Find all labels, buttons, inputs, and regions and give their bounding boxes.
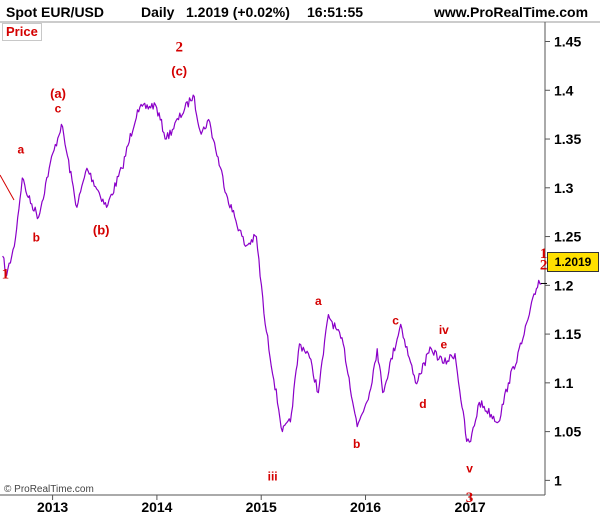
chart-frame [0,21,600,496]
wave-label: c [392,313,399,327]
wave-label: a [315,294,322,308]
last-quote: 1.2019 (+0.02%) [186,4,290,20]
panel-label: Price [2,23,42,41]
wave-label: e [440,338,447,352]
wave-label: 2 [175,39,183,55]
wave-label: 2 [540,258,548,274]
axes: 1.45 1.4 1.35 1.3 1.25 1.2 1.15 1.1 1.05 1 2013 201… [37,34,581,515]
copyright-text: © ProRealTime.com [4,484,94,495]
last-price-box: 1.2019 [547,252,599,272]
y-tick-label: 1.3 [554,180,574,196]
wave-label: b [33,230,40,244]
quote-time: 16:51:55 [307,4,364,20]
wave-label: (b) [93,223,110,238]
x-tick-label: 2017 [455,499,486,515]
wave-label: iv [439,323,449,337]
x-tick-label: 2015 [246,499,277,515]
price-line [2,94,542,443]
y-tick-label: 1.25 [554,229,581,245]
wave-label: b [353,437,360,451]
wave-label: d [419,397,426,411]
wave-label: (c) [171,64,187,79]
y-tick-label: 1 [554,472,562,488]
wave-label: (a) [50,86,66,101]
plot-area [0,22,545,495]
period-label: Daily [141,4,175,20]
wave-label: 1 [540,246,548,262]
x-tick-label: 2013 [37,499,68,515]
wave-label: 3 [466,490,474,506]
wave-label: v [466,462,473,476]
y-tick-label: 1.05 [554,424,581,440]
wave-label: iii [268,469,278,483]
wave-label: a [18,143,25,157]
y-tick-label: 1.4 [554,82,574,98]
x-tick-label: 2016 [350,499,381,515]
wave-label: 1 [2,266,10,282]
x-tick-label: 2014 [141,499,172,515]
symbol-title: Spot EUR/USD [6,4,104,20]
y-tick-label: 1.15 [554,326,581,342]
y-tick-label: 1.35 [554,131,581,147]
site-url[interactable]: www.ProRealTime.com [434,4,589,20]
trend-line [0,174,15,201]
wave-label: c [55,102,62,116]
y-tick-label: 1.1 [554,375,574,391]
price-series [0,94,547,443]
y-tick-label: 1.2 [554,277,574,293]
y-tick-label: 1.45 [554,34,581,50]
